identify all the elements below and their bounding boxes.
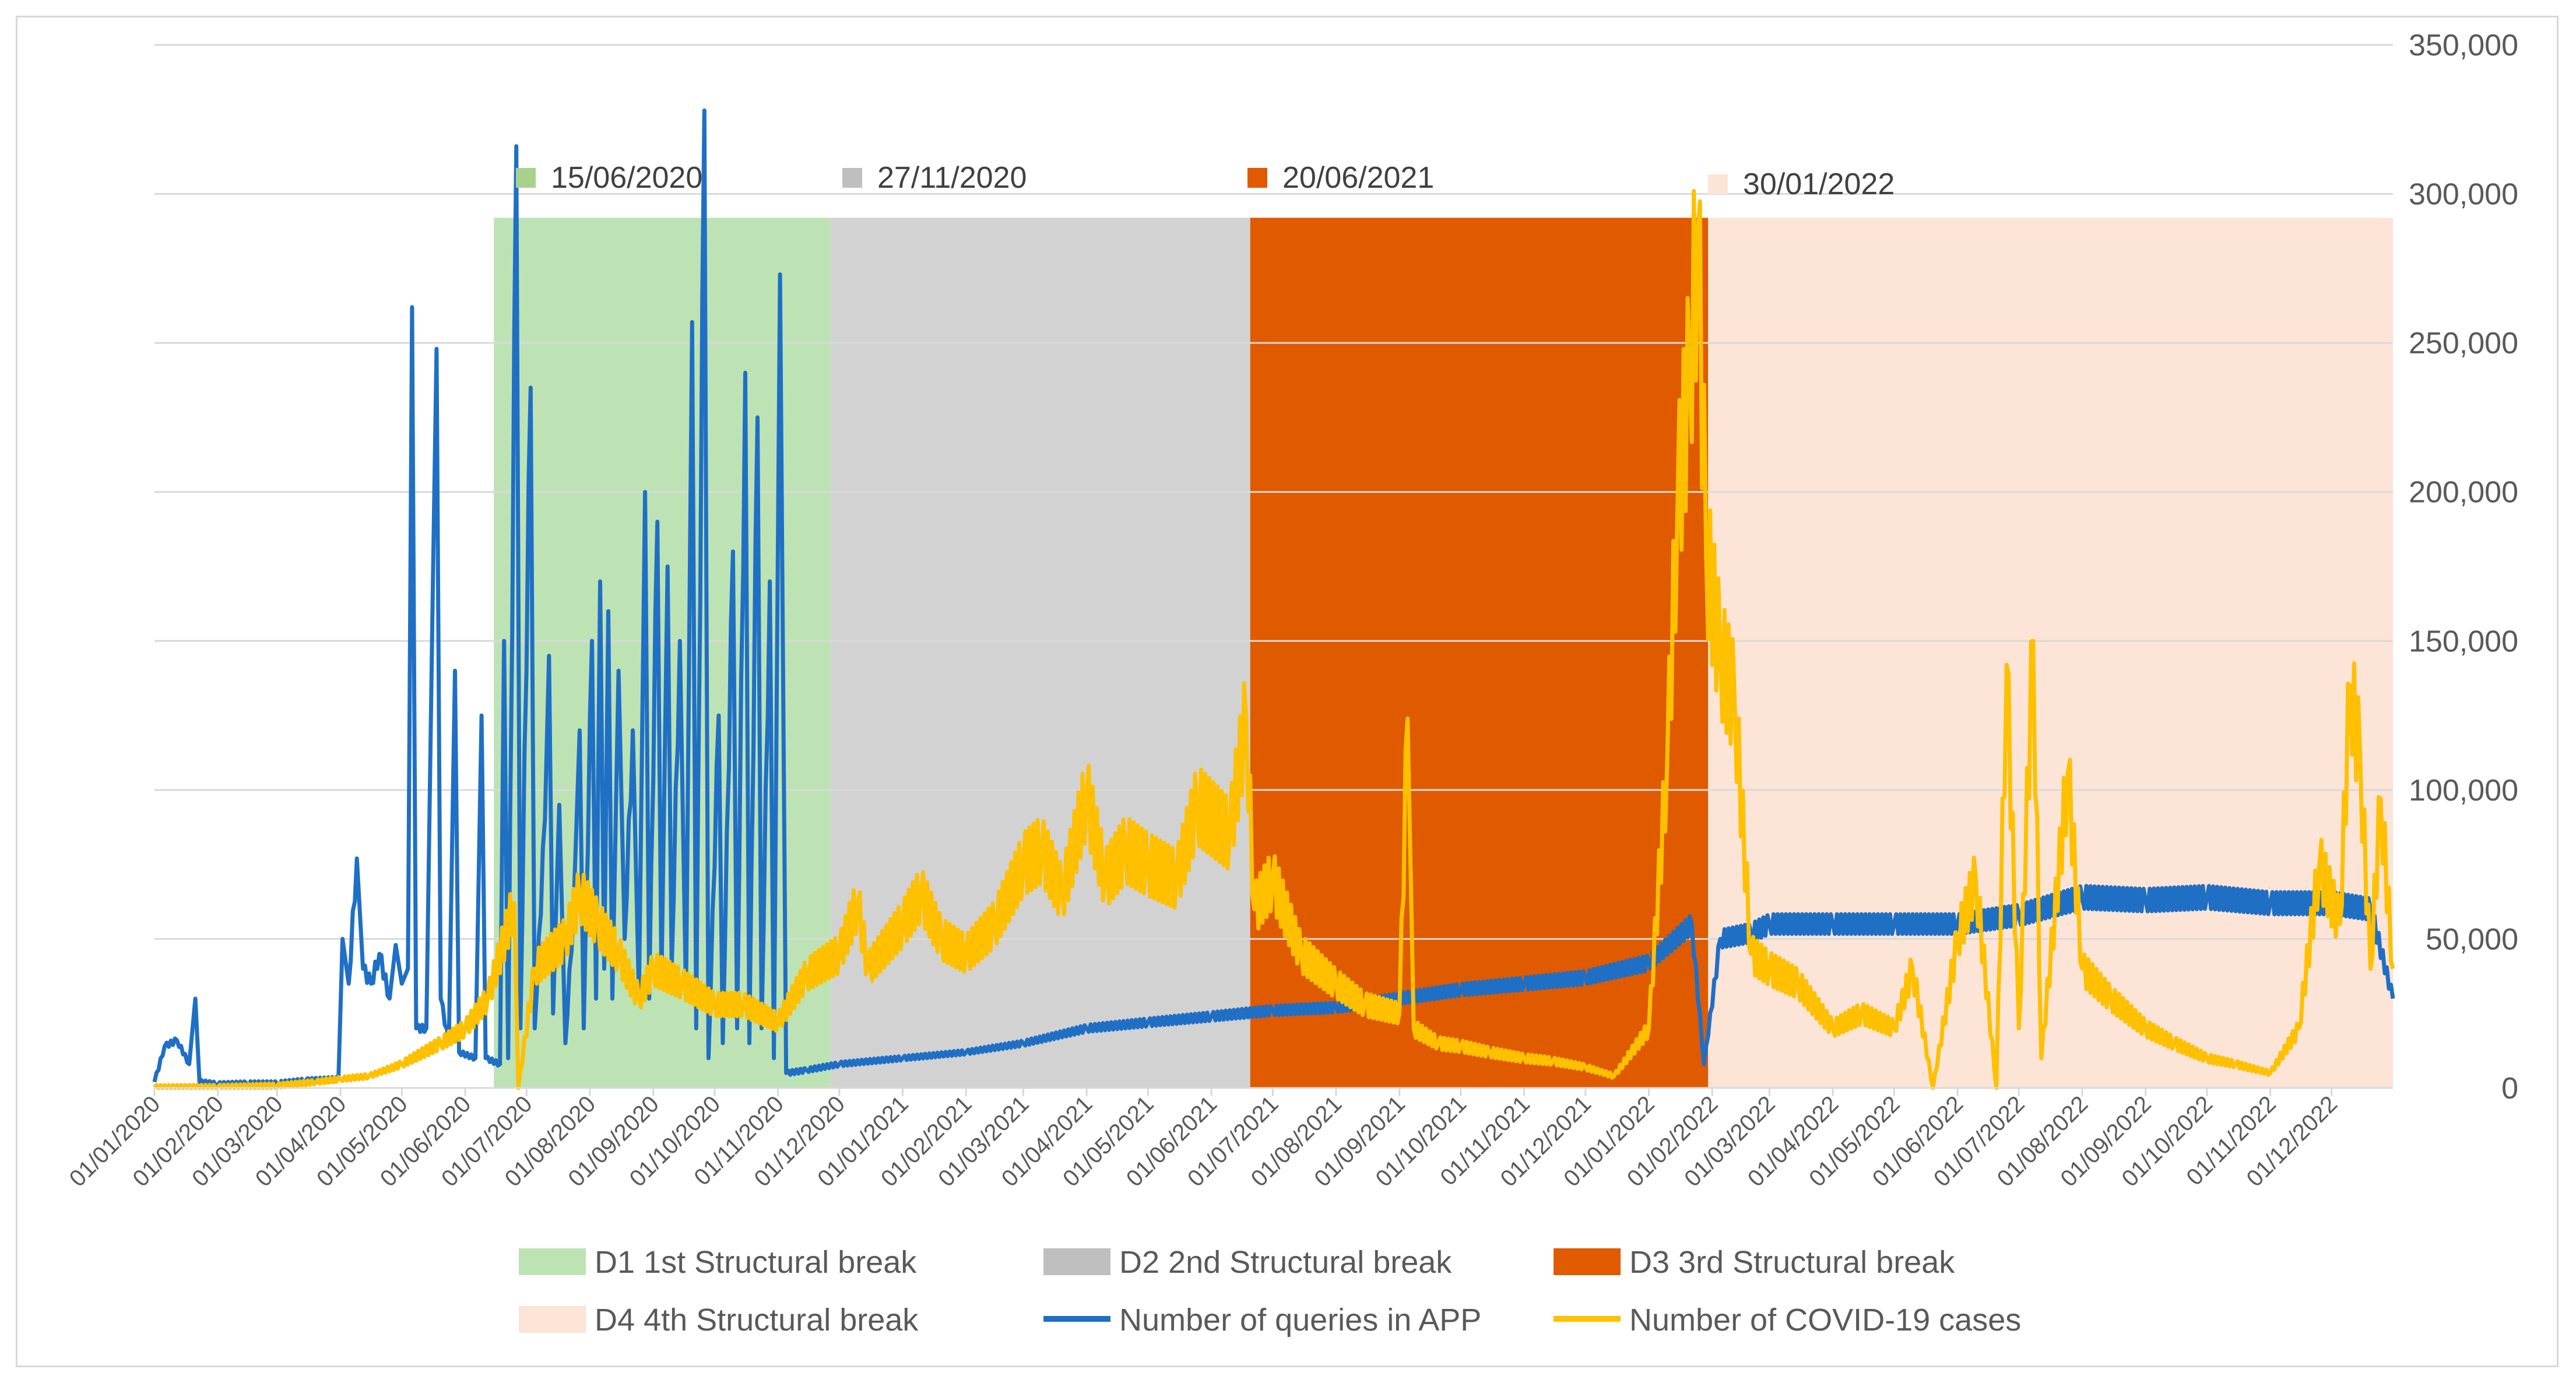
y-tick-label-200000: 200,000 bbox=[2409, 476, 2518, 510]
legend-label-4: D4 4th Structural break bbox=[595, 1303, 919, 1338]
series-line-covid-cases bbox=[153, 189, 2395, 1090]
legend-label-2: D2 2nd Structural break bbox=[1119, 1245, 1452, 1280]
break-date-label-d3: 20/06/2021 bbox=[1282, 161, 1434, 195]
break-swatch-d3 bbox=[1247, 168, 1267, 188]
structural-break-bands bbox=[494, 217, 2393, 1088]
y-tick-label-50000: 50,000 bbox=[2426, 922, 2518, 956]
legend-swatch-4 bbox=[519, 1306, 586, 1333]
y-tick-label-150000: 150,000 bbox=[2409, 624, 2518, 658]
break-swatch-d4 bbox=[1708, 174, 1728, 194]
break-labels: 15/06/2020 27/11/2020 20/06/2021 30/01/2022 bbox=[516, 161, 1895, 201]
y-tick-label-300000: 300,000 bbox=[2409, 178, 2518, 212]
legend-label-6: Number of COVID-19 cases bbox=[1629, 1303, 2021, 1338]
gridlines bbox=[154, 44, 2393, 940]
break-band-d3 bbox=[1250, 217, 1709, 1088]
break-swatch-d1 bbox=[516, 168, 536, 188]
break-swatch-d2 bbox=[842, 168, 862, 188]
legend-swatch-2 bbox=[1043, 1248, 1110, 1275]
y-tick-label-250000: 250,000 bbox=[2409, 327, 2518, 360]
chart-frame: 0 50,000 100,000 150,000 200,000 250,000 300,0… bbox=[16, 16, 2559, 1367]
legend-label-5: Number of queries in APP bbox=[1119, 1303, 1481, 1338]
break-date-label-d1: 15/06/2020 bbox=[551, 161, 702, 195]
legend: D1 1st Structural break D2 2nd Structural… bbox=[519, 1245, 2021, 1338]
line-chart: 0 50,000 100,000 150,000 200,000 250,000 300,0… bbox=[65, 29, 2518, 1338]
legend-swatch-1 bbox=[519, 1248, 586, 1275]
series-line-queries bbox=[152, 108, 2395, 1089]
legend-swatch-3 bbox=[1554, 1248, 1621, 1275]
y-tick-label-100000: 100,000 bbox=[2409, 774, 2518, 808]
break-date-label-d4: 30/01/2022 bbox=[1743, 167, 1895, 201]
y-tick-label-350000: 350,000 bbox=[2409, 29, 2518, 62]
legend-label-3: D3 3rd Structural break bbox=[1629, 1245, 1955, 1280]
break-date-label-d2: 27/11/2020 bbox=[877, 161, 1027, 195]
series-lines bbox=[152, 108, 2395, 1090]
y-tick-label-0: 0 bbox=[2501, 1072, 2518, 1105]
legend-label-1: D1 1st Structural break bbox=[595, 1245, 917, 1280]
